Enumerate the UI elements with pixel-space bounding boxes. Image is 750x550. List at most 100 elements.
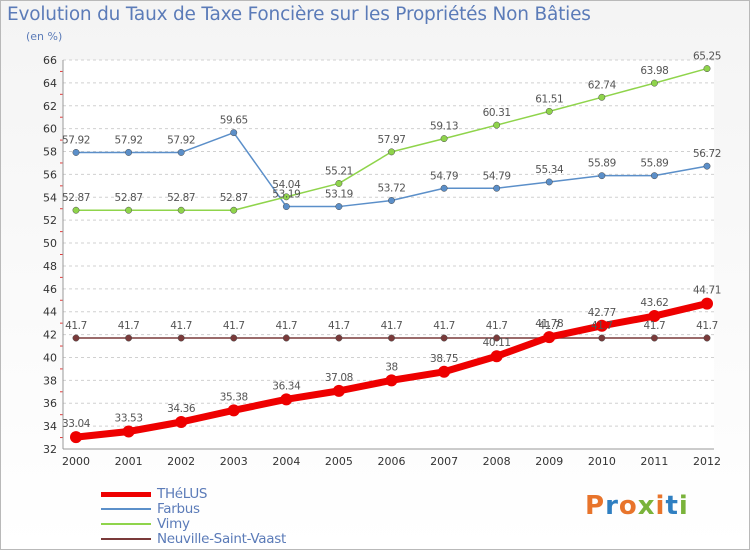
data-label: 53.72 (377, 182, 405, 194)
plot-area (63, 60, 714, 449)
data-point (598, 334, 606, 342)
y-tick-label: 52 (43, 214, 57, 227)
data-label: 52.87 (220, 192, 248, 204)
data-label: 37.08 (325, 372, 353, 384)
data-point (440, 184, 448, 192)
data-label: 41.78 (535, 318, 563, 330)
logo-letter: i (678, 491, 689, 521)
data-label: 41.7 (538, 320, 560, 332)
data-label: 63.98 (640, 65, 668, 77)
data-label: 41.7 (644, 320, 666, 332)
y-tick-label: 32 (43, 443, 57, 456)
y-tick-label: 42 (43, 329, 57, 342)
axes: 32 34 36 38 40 42 44 46 48 50 52 54 56 58 60 62 64 66 2000… (43, 54, 721, 468)
data-label: 55.89 (640, 158, 668, 170)
data-label: 54.04 (272, 179, 301, 191)
data-label: 57.92 (167, 134, 195, 146)
x-tick-label: 2002 (167, 455, 195, 468)
y-tick-label: 48 (43, 260, 57, 273)
data-point (230, 206, 238, 214)
data-point (335, 180, 343, 187)
data-point (650, 79, 658, 87)
data-label: 59.65 (220, 115, 248, 127)
data-labels: 33.04 33.53 34.36 35.38 36.34 37.08 38 38.75 40.… (62, 51, 721, 431)
data-label: 65.25 (693, 51, 721, 63)
data-point (440, 334, 448, 342)
data-point (650, 334, 658, 342)
data-label: 41.7 (223, 320, 245, 332)
data-point (177, 206, 185, 214)
proxiti-logo: Proxiti (585, 491, 689, 521)
y-tick-label: 66 (43, 54, 57, 67)
data-point (388, 334, 395, 342)
y-tick-label: 64 (43, 77, 57, 90)
data-point (385, 374, 398, 387)
data-point (388, 148, 395, 156)
data-label: 62.74 (588, 79, 617, 91)
logo-letter: t (665, 491, 679, 521)
data-label: 57.92 (62, 134, 90, 146)
data-point (598, 172, 606, 180)
data-label: 60.31 (483, 107, 511, 119)
data-point (177, 148, 185, 156)
data-point (388, 197, 395, 204)
logo-letter: i (655, 491, 666, 521)
data-label: 41.7 (118, 320, 140, 332)
x-tick-label: 2008 (483, 455, 511, 468)
data-point (440, 135, 448, 143)
logo-letter: o (618, 491, 638, 521)
data-label: 52.87 (167, 192, 195, 204)
data-label: 36.34 (272, 380, 301, 392)
x-tick-label: 2005 (325, 455, 353, 468)
data-point (545, 107, 553, 115)
data-label: 52.87 (115, 192, 143, 204)
data-label: 59.13 (430, 121, 458, 133)
legend-swatch-thelus (101, 492, 151, 497)
data-point (493, 334, 501, 342)
y-tick-label: 50 (43, 237, 57, 250)
data-label: 35.38 (220, 391, 248, 403)
data-label: 53.19 (325, 189, 353, 201)
data-point (282, 193, 290, 201)
x-tick-label: 2010 (588, 455, 616, 468)
y-tick-label: 40 (43, 351, 57, 364)
y-tick-label: 36 (43, 397, 57, 410)
data-point (125, 206, 133, 214)
legend-label-neuville-saint-vaast: Neuville-Saint-Vaast (157, 531, 286, 547)
data-label: 41.7 (591, 320, 613, 332)
data-label: 56.72 (693, 148, 721, 160)
data-point (493, 121, 501, 129)
series-lines (70, 65, 713, 444)
data-label: 53.19 (272, 189, 300, 201)
x-tick-label: 2012 (693, 455, 721, 468)
y-tick-label: 38 (43, 374, 57, 387)
data-label: 41.7 (433, 320, 455, 332)
data-label: 41.7 (381, 320, 403, 332)
data-label: 55.21 (325, 165, 353, 177)
logo-letter: P (585, 491, 606, 521)
data-point (703, 334, 711, 342)
legend-label-vimy: Vimy (157, 516, 190, 532)
data-label: 57.97 (377, 134, 405, 146)
data-point (125, 334, 133, 342)
data-point (545, 178, 553, 186)
data-label: 61.51 (535, 93, 563, 105)
data-point (332, 384, 345, 397)
data-label: 38 (385, 361, 398, 373)
logo-letter: r (605, 491, 619, 521)
data-label: 40.11 (483, 337, 511, 349)
x-tick-label: 2007 (430, 455, 458, 468)
data-point (227, 404, 240, 417)
data-label: 41.7 (486, 320, 508, 332)
data-point (648, 310, 661, 323)
data-point (282, 203, 290, 211)
data-label: 41.7 (696, 320, 718, 332)
x-tick-label: 2003 (220, 455, 248, 468)
data-point (70, 431, 82, 444)
data-point (595, 319, 608, 332)
data-point (598, 93, 606, 101)
data-point (703, 162, 711, 170)
x-tick-label: 2011 (640, 455, 668, 468)
